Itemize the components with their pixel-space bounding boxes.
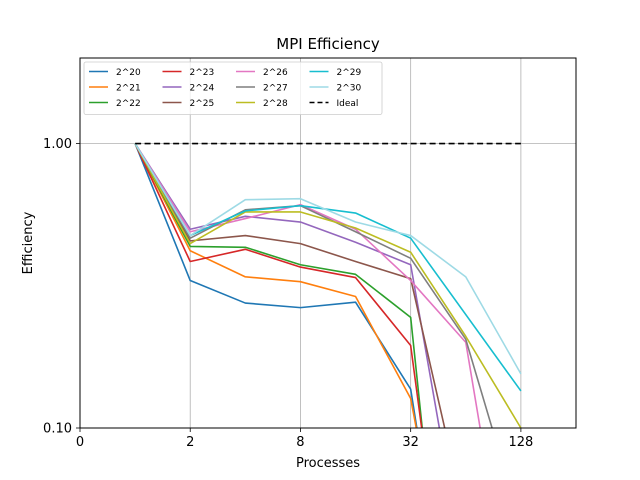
legend-label: 2^22: [116, 99, 141, 109]
legend-box: [83, 61, 383, 115]
series-line-2-28: [134, 143, 522, 428]
legend-label: 2^29: [337, 68, 362, 78]
x-tick-label: 128: [508, 435, 533, 450]
y-axis-label: Efficiency: [21, 211, 36, 274]
series-line-2-21: [134, 143, 418, 428]
legend-label: 2^28: [263, 99, 288, 109]
plot-frame: [79, 57, 577, 429]
legend-label: 2^25: [190, 99, 215, 109]
x-tick-label: 32: [402, 435, 419, 450]
x-axis-label: Processes: [296, 456, 360, 471]
series-line-2-24: [134, 143, 441, 428]
legend-label: 2^24: [190, 84, 215, 94]
legend-label: 2^27: [263, 84, 288, 94]
x-tick-label: 2: [186, 435, 194, 450]
chart-title: MPI Efficiency: [276, 35, 380, 53]
x-tick-label: 0: [76, 435, 84, 450]
legend-label: 2^30: [337, 84, 362, 94]
y-tick-label: 1.00: [43, 137, 72, 152]
series-line-2-27: [134, 143, 493, 428]
series-line-2-22: [134, 143, 424, 428]
legend-label: Ideal: [337, 99, 359, 109]
legend-label: 2^20: [116, 68, 141, 78]
series-line-2-25: [134, 143, 446, 428]
y-tick-label: 0.10: [43, 422, 72, 437]
legend-label: 2^26: [263, 68, 288, 78]
legend: 2^20 2^21 2^22 2^23 2^24 2^25 2^26 2^27 2^28 2^29…: [83, 61, 383, 115]
x-tick-label: 8: [296, 435, 304, 450]
axis-ticks: 0 2 8 32 128 0.10 1.00: [43, 137, 533, 450]
series-line-2-23: [134, 143, 423, 428]
series-line-2-20: [134, 143, 418, 428]
legend-label: 2^21: [116, 84, 141, 94]
legend-label: 2^23: [190, 68, 215, 78]
series-line-2-30: [134, 143, 522, 375]
plot-lines: [134, 142, 522, 428]
